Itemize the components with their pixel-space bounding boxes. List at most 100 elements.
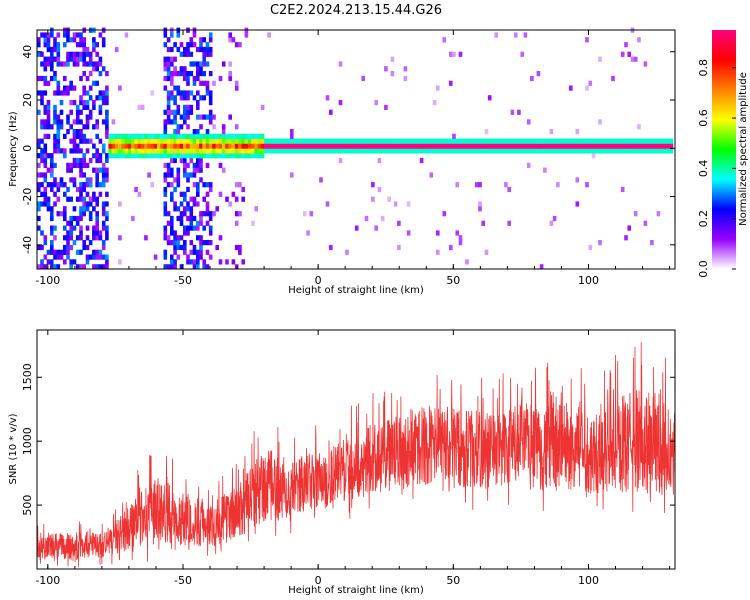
spectrogram-cell: [166, 37, 171, 43]
spectrogram-cell: [449, 143, 453, 149]
spectrogram-x-tick-label: 100: [578, 274, 599, 287]
spectrogram-cell: [173, 109, 177, 115]
spectrogram-cell: [105, 235, 109, 241]
spectrogram-cell: [66, 162, 70, 168]
spectrogram-cell: [646, 148, 651, 154]
spectrogram-cell: [455, 138, 460, 144]
spectrogram-cell: [247, 153, 252, 159]
spectrogram-cell: [163, 61, 168, 67]
spectrogram-cell: [63, 61, 67, 67]
spectrogram-cell: [387, 196, 391, 202]
spectrogram-cell: [419, 143, 424, 149]
spectrogram-cell: [170, 167, 174, 173]
spectrogram-cell: [458, 143, 463, 149]
spectrogram-cell: [215, 133, 219, 139]
spectrogram-cell: [121, 153, 125, 159]
spectrogram-cell: [79, 37, 83, 43]
spectrogram-cell: [238, 249, 242, 255]
spectrogram-cell: [53, 249, 57, 255]
spectrogram-cell: [173, 138, 177, 144]
spectrogram-cell: [186, 215, 190, 222]
spectrogram-cell: [267, 143, 271, 149]
spectrogram-cell: [183, 104, 187, 110]
spectrogram-cell: [189, 211, 194, 217]
spectrogram-cell: [170, 80, 174, 86]
spectrogram-cell: [59, 182, 64, 188]
spectrogram-cell: [189, 157, 194, 164]
spectrogram-cell: [92, 254, 96, 260]
spectrogram-cell: [341, 143, 346, 149]
spectrogram-cell: [455, 148, 460, 154]
spectrogram-cell: [176, 172, 181, 178]
spectrogram-cell: [82, 100, 86, 106]
spectrogram-cell: [72, 85, 77, 91]
spectrogram-cell: [40, 244, 44, 251]
spectrogram-cell: [202, 240, 206, 246]
spectrogram-cell: [335, 138, 340, 144]
spectrogram-cell: [384, 148, 388, 154]
colorbar-tick-label: 0.8: [697, 59, 710, 77]
spectrogram-cell: [166, 167, 171, 173]
spectrogram-cell: [79, 133, 83, 139]
spectrogram-cell: [358, 138, 362, 144]
spectrogram-cell: [650, 143, 654, 149]
spectrogram-cell: [228, 143, 232, 149]
spectrogram-cell: [95, 249, 99, 255]
snr-y-tick-label: 1500: [21, 363, 34, 391]
spectrogram-cell: [507, 220, 511, 226]
spectrogram-cell: [199, 37, 203, 43]
spectrogram-cell: [179, 124, 184, 130]
spectrogram-cell: [620, 143, 625, 149]
spectrogram-cell: [462, 148, 466, 154]
spectrogram-cell: [79, 206, 83, 212]
spectrogram-cell: [260, 133, 265, 139]
spectrogram-cell: [471, 148, 476, 154]
spectrogram-cell: [105, 109, 109, 115]
spectrogram-cell: [257, 143, 262, 149]
spectrogram-cell: [46, 42, 51, 48]
spectrogram-cell: [436, 138, 440, 144]
spectrogram-cell: [202, 264, 206, 270]
spectrogram-cell: [205, 201, 210, 207]
spectrogram-cell: [118, 153, 122, 159]
spectrogram-cell: [351, 143, 356, 149]
spectrogram-cell: [176, 240, 181, 246]
spectrogram-cell: [423, 148, 427, 154]
spectrogram-cell: [189, 215, 194, 222]
spectrogram-cell: [208, 109, 213, 115]
spectrogram-cell: [543, 143, 547, 149]
snr-y-label: SNR (10 * v/v): [8, 413, 19, 484]
spectrogram-cell: [43, 104, 48, 110]
spectrogram-cell: [66, 254, 70, 260]
spectrogram-cell: [244, 148, 249, 154]
spectrogram-cell: [513, 143, 518, 149]
spectrogram-cell: [462, 143, 466, 149]
spectrogram-cell: [244, 143, 249, 149]
spectrogram-cell: [627, 51, 631, 57]
spectrogram-cell: [66, 32, 70, 38]
spectrogram-cell: [170, 75, 174, 82]
spectrogram-cell: [105, 211, 109, 217]
spectrogram-cell: [183, 138, 187, 144]
spectrogram-cell: [101, 119, 106, 125]
spectrogram-cell: [108, 138, 112, 144]
spectrogram-cell: [137, 143, 142, 149]
spectrogram-cell: [50, 264, 54, 270]
spectrogram-cell: [56, 85, 61, 91]
spectrogram-cell: [591, 148, 596, 154]
spectrogram-cell: [108, 133, 112, 139]
spectrogram-cell: [260, 153, 265, 159]
spectrogram-cell: [186, 124, 190, 130]
spectrogram-cell: [75, 215, 80, 222]
spectrogram-cell: [131, 138, 135, 144]
spectrogram-cell: [176, 244, 181, 251]
spectrogram-cell: [85, 138, 90, 144]
spectrogram-cell: [452, 143, 456, 149]
spectrogram-cell: [335, 148, 340, 154]
spectrogram-cell: [397, 244, 401, 251]
spectrogram-cell: [196, 167, 200, 173]
spectrogram-cell: [251, 220, 255, 226]
spectrogram-cell: [283, 143, 288, 149]
spectrogram-cell: [183, 46, 187, 53]
spectrogram-cell: [134, 186, 138, 193]
